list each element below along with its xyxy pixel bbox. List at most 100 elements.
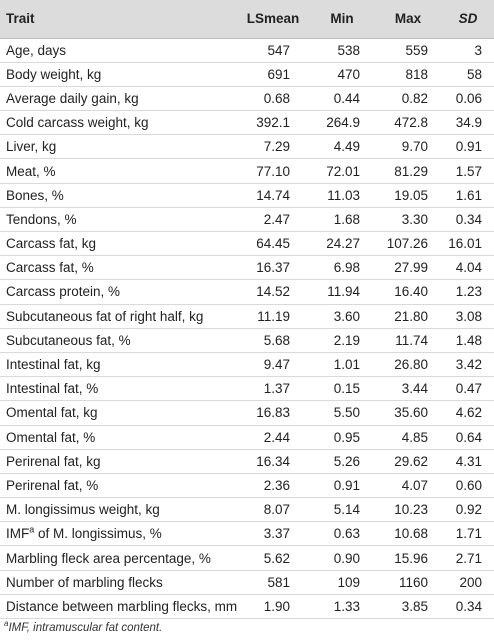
header-lsmean: LSmean: [236, 0, 310, 39]
lsmean-cell: 9.47: [236, 352, 310, 378]
max-cell: 29.62: [374, 449, 442, 474]
table-row: Intestinal fat, % 1.37 0.15 3.44 0.47: [0, 376, 494, 402]
min-cell: 5.26: [310, 449, 374, 474]
sd-cell: 0.06: [442, 86, 494, 112]
footnote-text: IMF, intramuscular fat content.: [8, 622, 163, 634]
trait-cell: Intestinal fat, %: [0, 376, 236, 402]
max-cell: 9.70: [374, 134, 442, 160]
table-row: Body weight, kg 691 470 818 58: [0, 62, 494, 87]
table-row: Number of marbling flecks 581 109 1160 200: [0, 570, 494, 595]
lsmean-cell: 2.47: [236, 207, 310, 233]
lsmean-cell: 392.1: [236, 110, 310, 136]
table-row: Omental fat, kg 16.83 5.50 35.60 4.62: [0, 400, 494, 426]
max-cell: 4.07: [374, 473, 442, 499]
min-cell: 2.19: [310, 328, 374, 353]
table-header-row: Trait LSmean Min Max SD: [0, 0, 494, 39]
table-row: Distance between marbling flecks, mm 1.90…: [0, 594, 494, 620]
lsmean-cell: 3.37: [236, 521, 310, 547]
max-cell: 21.80: [374, 304, 442, 329]
sd-cell: 0.91: [442, 134, 494, 160]
table-row: Carcass fat, % 16.37 6.98 27.99 4.04: [0, 255, 494, 281]
trait-cell: Tendons, %: [0, 207, 236, 233]
trait-cell: Liver, kg: [0, 134, 236, 160]
trait-cell: Meat, %: [0, 158, 236, 184]
lsmean-cell: 16.34: [236, 449, 310, 474]
lsmean-cell: 0.68: [236, 86, 310, 112]
max-cell: 81.29: [374, 158, 442, 184]
sd-cell: 2.71: [442, 545, 494, 571]
min-cell: 4.49: [310, 134, 374, 160]
max-cell: 19.05: [374, 183, 442, 208]
trait-cell: Subcutaneous fat, %: [0, 328, 236, 353]
lsmean-cell: 5.68: [236, 328, 310, 353]
max-cell: 35.60: [374, 400, 442, 426]
sd-cell: 3.42: [442, 352, 494, 378]
min-cell: 1.68: [310, 207, 374, 233]
sd-cell: 0.92: [442, 497, 494, 523]
lsmean-cell: 11.19: [236, 304, 310, 329]
sd-cell: 1.61: [442, 183, 494, 208]
sd-cell: 4.31: [442, 449, 494, 474]
trait-cell: Carcass fat, kg: [0, 231, 236, 257]
footnote-ref: a: [29, 524, 35, 535]
header-sd: SD: [442, 0, 494, 39]
min-cell: 5.14: [310, 497, 374, 523]
trait-prefix: IMF: [6, 526, 30, 542]
min-cell: 72.01: [310, 158, 374, 184]
trait-cell: IMFa of M. longissimus, %: [0, 521, 236, 547]
sd-cell: 0.60: [442, 473, 494, 499]
max-cell: 27.99: [374, 255, 442, 281]
header-min: Min: [310, 0, 374, 39]
table-row: Age, days 547 538 559 3: [0, 38, 494, 63]
table-row: Subcutaneous fat of right half, kg 11.19 3…: [0, 304, 494, 329]
min-cell: 0.95: [310, 425, 374, 450]
table-row: Bones, % 14.74 11.03 19.05 1.61: [0, 183, 494, 208]
table-row: M. longissimus weight, kg 8.07 5.14 10.23 0.…: [0, 497, 494, 523]
max-cell: 10.23: [374, 497, 442, 523]
max-cell: 3.30: [374, 207, 442, 233]
trait-cell: Age, days: [0, 38, 236, 63]
max-cell: 10.68: [374, 521, 442, 547]
max-cell: 107.26: [374, 231, 442, 257]
trait-cell: Distance between marbling flecks, mm: [0, 594, 237, 620]
sd-cell: 4.04: [442, 255, 494, 281]
max-cell: 472.8: [374, 110, 442, 136]
lsmean-cell: 16.83: [236, 400, 310, 426]
sd-cell: 0.64: [442, 425, 494, 450]
header-trait: Trait: [0, 0, 236, 39]
lsmean-cell: 691: [236, 62, 310, 87]
max-cell: 16.40: [374, 279, 442, 305]
table-row: IMFa of M. longissimus, % 3.37 0.63 10.68 1.…: [0, 521, 494, 547]
max-cell: 1160: [374, 570, 442, 595]
min-cell: 3.60: [310, 304, 374, 329]
lsmean-cell: 7.29: [236, 134, 310, 160]
max-cell: 26.80: [374, 352, 442, 378]
trait-cell: Carcass protein, %: [0, 279, 236, 305]
max-cell: 818: [374, 62, 442, 87]
table-row: Omental fat, % 2.44 0.95 4.85 0.64: [0, 425, 494, 450]
trait-cell: Intestinal fat, kg: [0, 352, 236, 378]
trait-cell: Cold carcass weight, kg: [0, 110, 236, 136]
sd-cell: 200: [442, 570, 494, 595]
sd-cell: 58: [442, 62, 494, 87]
min-cell: 11.03: [310, 183, 374, 208]
sd-cell: 16.01: [442, 231, 494, 257]
lsmean-cell: 1.37: [236, 376, 310, 402]
max-cell: 3.85: [374, 594, 442, 620]
table-row: Liver, kg 7.29 4.49 9.70 0.91: [0, 134, 494, 160]
min-cell: 5.50: [310, 400, 374, 426]
table-row: Average daily gain, kg 0.68 0.44 0.82 0.06: [0, 86, 494, 112]
lsmean-cell: 14.52: [236, 279, 310, 305]
sd-cell: 34.9: [442, 110, 494, 136]
sd-cell: 1.48: [442, 328, 494, 353]
traits-table: Trait LSmean Min Max SD Age, days 547 538 5…: [0, 0, 494, 620]
trait-cell: Marbling fleck area percentage, %: [0, 545, 236, 571]
max-cell: 559: [374, 38, 442, 63]
trait-cell: Bones, %: [0, 183, 236, 208]
min-cell: 470: [310, 62, 374, 87]
min-cell: 0.63: [310, 521, 374, 547]
trait-cell: Subcutaneous fat of right half, kg: [0, 304, 236, 329]
lsmean-cell: 5.62: [236, 545, 310, 571]
table-row: Meat, % 77.10 72.01 81.29 1.57: [0, 158, 494, 184]
lsmean-cell: 581: [236, 570, 310, 595]
